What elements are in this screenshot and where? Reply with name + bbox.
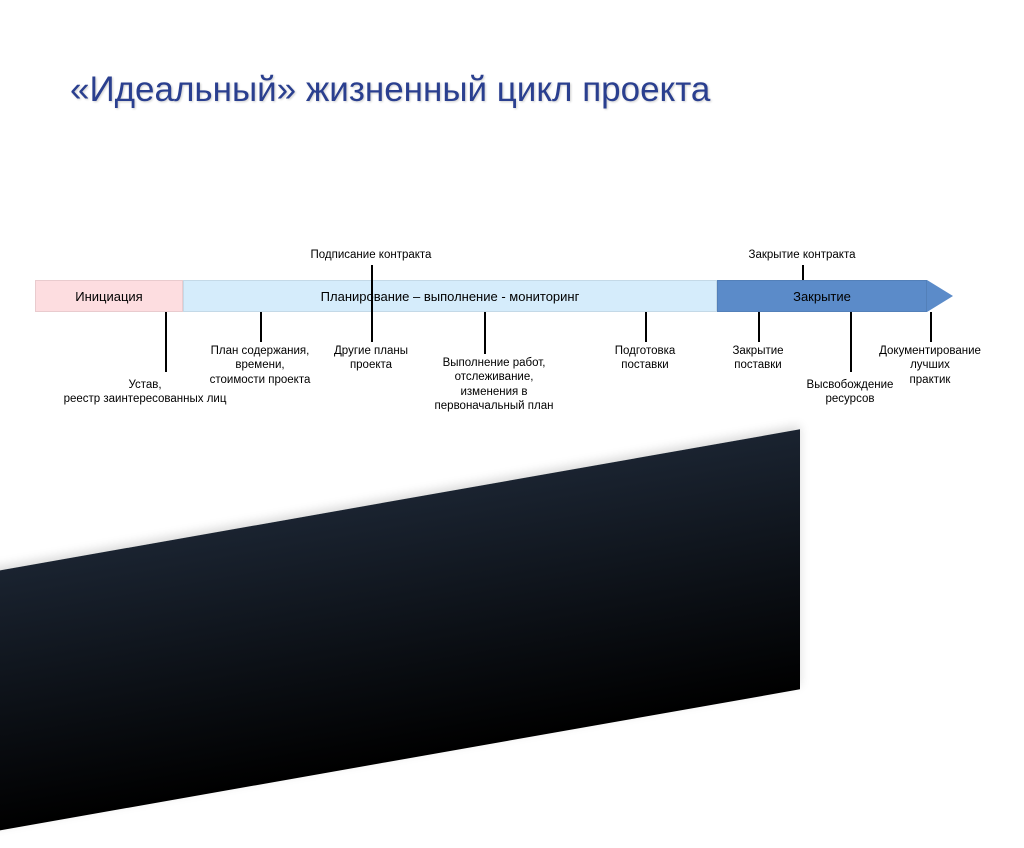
tick-4 bbox=[645, 312, 647, 342]
tick-0 bbox=[165, 312, 167, 372]
page-title: «Идеальный» жизненный цикл проекта bbox=[70, 70, 710, 110]
arrow-track: ИнициацияПланирование – выполнение - мон… bbox=[35, 280, 953, 312]
tick-8 bbox=[930, 312, 932, 342]
bottom-label-1: План содержания, времени, стоимости прое… bbox=[195, 344, 325, 387]
tick-3 bbox=[484, 312, 486, 354]
bottom-label-7: Документирование лучших практик bbox=[865, 344, 995, 387]
phase-1: Планирование – выполнение - мониторинг bbox=[183, 280, 717, 312]
bottom-label-3: Выполнение работ, отслеживание, изменени… bbox=[419, 356, 569, 414]
bottom-label-5: Закрытие поставки bbox=[713, 344, 803, 373]
phase-2: Закрытие bbox=[717, 280, 927, 312]
phase-0: Инициация bbox=[35, 280, 183, 312]
tick-5 bbox=[758, 312, 760, 342]
tick-7 bbox=[850, 312, 852, 372]
lifecycle-diagram: ИнициацияПланирование – выполнение - мон… bbox=[35, 230, 985, 480]
decorative-footer-shape bbox=[0, 429, 800, 848]
tick-6 bbox=[802, 265, 804, 280]
tick-1 bbox=[260, 312, 262, 342]
bottom-label-2: Другие планы проекта bbox=[316, 344, 426, 373]
bottom-label-4: Подготовка поставки bbox=[595, 344, 695, 373]
top-label-0: Подписание контракта bbox=[271, 248, 471, 262]
tick-2 bbox=[371, 265, 373, 342]
top-label-1: Закрытие контракта bbox=[702, 248, 902, 262]
arrowhead-icon bbox=[927, 280, 953, 312]
